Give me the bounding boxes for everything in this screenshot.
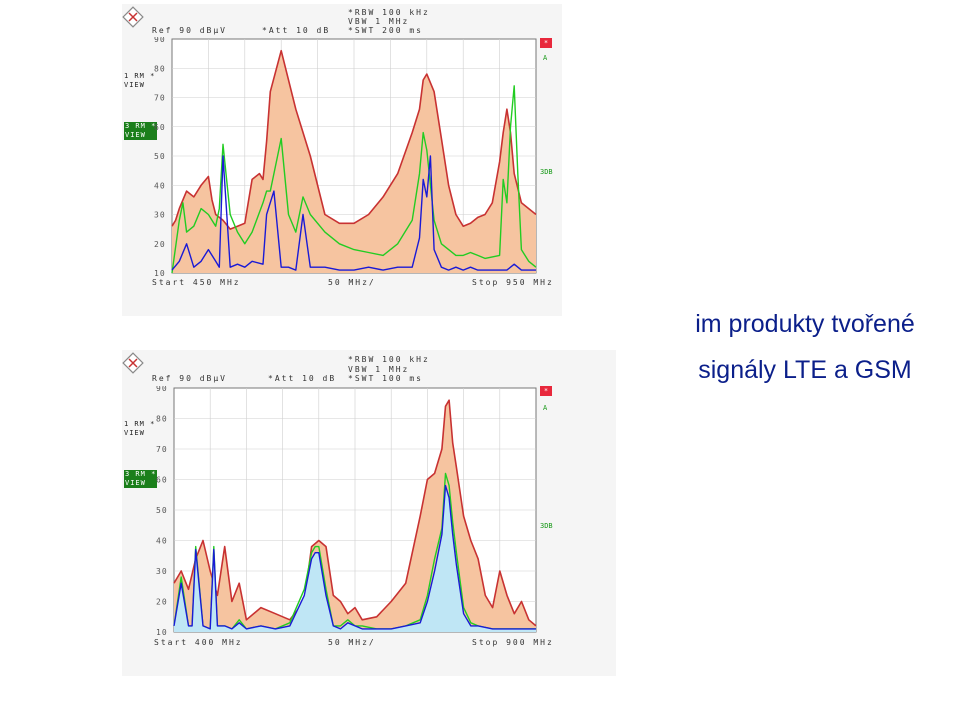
sweep-time: *SWT 200 ms	[348, 26, 423, 35]
start-frequency: Start 400 MHz	[154, 638, 243, 647]
y-tick-label: 40	[156, 537, 168, 546]
attenuation: *Att 10 dB	[262, 26, 331, 35]
spectrum-panel-2: Ref 90 dBµV *Att 10 dB *RBW 100 kHz VBW …	[122, 350, 616, 676]
ref-level: Ref 90 dBµV	[152, 374, 227, 383]
rohde-schwarz-logo-icon	[122, 6, 144, 28]
y-tick-label: 60	[156, 476, 168, 485]
trace-line-1	[173, 399, 537, 627]
trace1-label: 1 RM * VIEW	[124, 72, 156, 89]
marker-a-label: A	[543, 54, 548, 62]
rbw: *RBW 100 kHz	[348, 8, 430, 17]
attenuation: *Att 10 dB	[268, 374, 337, 383]
y-tick-label: 40	[154, 181, 166, 190]
trace-line-3	[173, 484, 536, 630]
caption-line-1: im produkty tvořené	[695, 310, 915, 338]
trace-line-2	[171, 85, 537, 274]
trace3-label: 3 RM * VIEW	[124, 122, 158, 140]
span-per-div: 50 MHz/	[328, 278, 376, 287]
rbw: *RBW 100 kHz	[348, 355, 430, 364]
caption-line-2: signály LTE a GSM	[698, 356, 912, 384]
spectrum-plot: 90 80 70 60 50 40 30 20 10	[154, 37, 537, 277]
y-tick-label: 90	[154, 37, 166, 44]
ref-level: Ref 90 dBµV	[152, 26, 227, 35]
y-tick-label: 90	[156, 386, 168, 393]
marker-a-label: A	[543, 404, 548, 412]
spectrum-plot: 90 80 70 60 50 40 30 20 10	[156, 386, 537, 636]
stop-frequency: Stop 950 MHz	[472, 278, 554, 287]
trace-line-3	[171, 155, 536, 271]
y-tick-label: 80	[156, 415, 168, 424]
y-tick-label: 10	[156, 628, 168, 636]
vbw: VBW 1 MHz	[348, 17, 410, 26]
y-tick-label: 80	[154, 64, 166, 73]
y-tick-label: 70	[156, 445, 168, 454]
y-tick-label: 30	[154, 211, 166, 220]
marker-3db-label: 3DB	[540, 522, 553, 530]
y-tick-label: 70	[154, 94, 166, 103]
trace-line-1	[171, 49, 537, 230]
y-tick-label: 50	[154, 152, 166, 161]
rohde-schwarz-logo-icon	[122, 352, 144, 374]
marker-3db-label: 3DB	[540, 168, 553, 176]
span-per-div: 50 MHz/	[328, 638, 376, 647]
marker-star-badge: *	[540, 38, 552, 48]
trace-fill-area	[172, 50, 536, 274]
spectrum-panel-1: Ref 90 dBµV *Att 10 dB *RBW 100 kHz VBW …	[122, 4, 562, 316]
trace3-label: 3 RM * VIEW	[124, 470, 158, 488]
trace-fill-area	[174, 485, 536, 632]
y-tick-label: 60	[154, 123, 166, 132]
y-tick-label: 20	[154, 240, 166, 249]
start-frequency: Start 450 MHz	[152, 278, 241, 287]
y-tick-label: 30	[156, 567, 168, 576]
stop-frequency: Stop 900 MHz	[472, 638, 554, 647]
trace1-label: 1 RM * VIEW	[124, 420, 156, 437]
vbw: VBW 1 MHz	[348, 365, 410, 374]
y-tick-label: 50	[156, 506, 168, 515]
y-tick-label: 20	[156, 598, 168, 607]
y-tick-label: 10	[154, 269, 166, 277]
marker-star-badge: *	[540, 386, 552, 396]
sweep-time: *SWT 100 ms	[348, 374, 423, 383]
